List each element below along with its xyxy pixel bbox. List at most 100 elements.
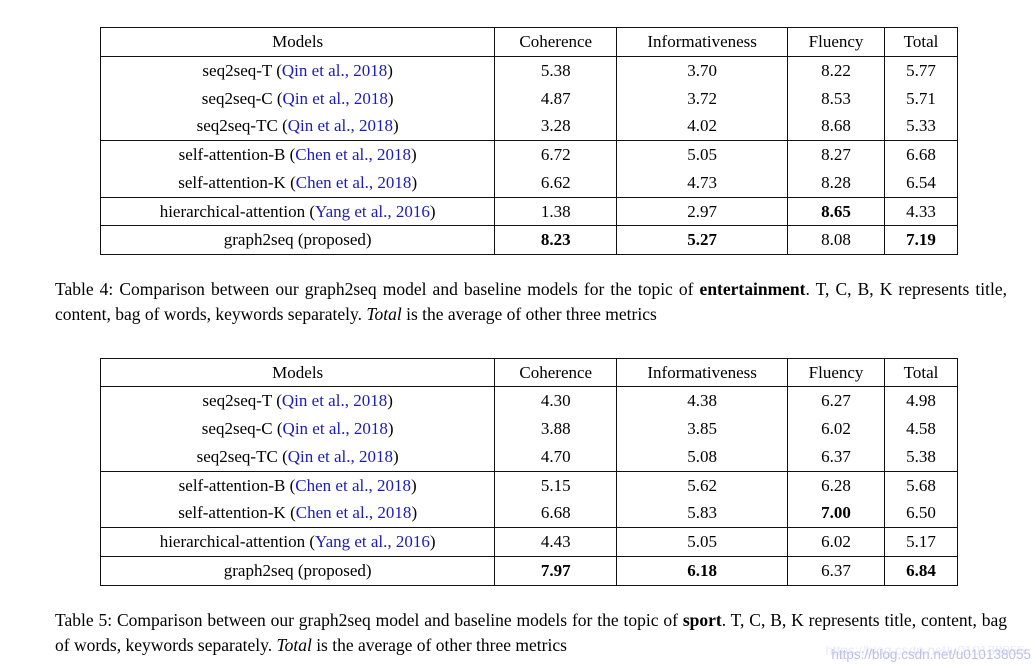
- model-name: self-attention-K: [178, 172, 286, 192]
- metric-value-cell: 7.00: [787, 499, 885, 529]
- metric-value-cell: 6.68: [884, 140, 958, 169]
- metric-value-cell: 8.28: [787, 168, 885, 198]
- metric-value-cell: 5.38: [884, 442, 958, 472]
- model-name: seq2seq-T: [202, 60, 272, 80]
- table-body: seq2seq-T (Qin et al., 2018) 4.30 4.38 6.27…: [100, 386, 958, 586]
- metric-value-cell: 5.05: [616, 140, 788, 169]
- model-name-cell: self-attention-K (Chen et al., 2018): [100, 499, 495, 529]
- citation-link[interactable]: Qin et al., 2018: [287, 446, 394, 466]
- metric-value-cell: 4.33: [884, 197, 958, 227]
- column-header-coherence: Coherence: [494, 358, 617, 388]
- model-name: seq2seq-C: [201, 88, 273, 108]
- metric-value-cell: 5.15: [494, 471, 617, 500]
- metric-value-cell: 4.58: [884, 415, 958, 443]
- citation-link[interactable]: Qin et al., 2018: [281, 391, 388, 411]
- metric-value-cell: 6.02: [787, 415, 885, 443]
- metric-value-cell: 7.97: [494, 556, 617, 586]
- metric-value-cell: 3.28: [494, 112, 617, 142]
- metric-value-cell: 5.08: [616, 442, 788, 472]
- citation-link[interactable]: Qin et al., 2018: [282, 419, 388, 439]
- caption-text: . T, C, B, K represents title, content, …: [55, 609, 1007, 655]
- metric-value-cell: 6.50: [884, 499, 958, 529]
- metric-value-cell: 3.70: [616, 56, 788, 85]
- citation-link[interactable]: Yang et al., 2016: [315, 201, 430, 221]
- metric-value-cell: 8.27: [787, 140, 885, 169]
- table-row: hierarchical-attention (Yang et al., 201…: [100, 527, 958, 557]
- metric-value-cell: 3.72: [616, 84, 788, 113]
- table-row: seq2seq-T (Qin et al., 2018) 4.30 4.38 6.27…: [101, 386, 958, 416]
- caption-text: is the average of other three metrics: [401, 303, 657, 324]
- table-row: seq2seq-T (Qin et al., 2018) 5.38 3.70 8.22…: [101, 56, 958, 85]
- metric-value-cell: 6.54: [884, 168, 958, 198]
- metric-value-cell: 5.83: [616, 499, 788, 529]
- table-row: self-attention-K (Chen et al., 2018) 6.68…: [100, 499, 958, 529]
- caption-text: Table 5: Comparison between our graph2se…: [55, 609, 683, 630]
- column-header-informativeness: Informativeness: [616, 27, 788, 57]
- caption-text: . T, C, B, K represents title, content, …: [55, 279, 1007, 324]
- model-name-cell: seq2seq-C (Qin et al., 2018): [201, 419, 394, 439]
- metric-value-cell: 5.62: [616, 471, 788, 500]
- model-name-cell: hierarchical-attention (Yang et al., 201…: [100, 527, 495, 557]
- table-body: seq2seq-T (Qin et al., 2018) 5.38 3.70 8.22…: [100, 56, 958, 255]
- citation-link[interactable]: Chen et al., 2018: [295, 503, 412, 523]
- table-row: seq2seq-TC (Qin et al., 2018) 4.70 5.08 6.3…: [100, 442, 958, 472]
- table-row: graph2seq (proposed) 7.97 6.18 6.37 6.84: [101, 556, 958, 586]
- metric-value-cell: 6.62: [494, 168, 617, 198]
- citation-link[interactable]: Qin et al., 2018: [282, 88, 388, 108]
- citation-link[interactable]: Qin et al., 2018: [281, 60, 388, 80]
- metric-value-cell: 4.98: [884, 386, 958, 416]
- model-name-cell: seq2seq-C (Qin et al., 2018): [201, 88, 394, 108]
- column-header-coherence: Coherence: [494, 27, 617, 57]
- metric-value-cell: 6.28: [787, 471, 885, 500]
- metric-value-cell: 4.38: [616, 386, 788, 416]
- metric-value-cell: 4.87: [494, 84, 617, 113]
- metric-value-cell: 8.53: [787, 84, 885, 113]
- metric-value-cell: 6.27: [787, 386, 885, 416]
- model-name-cell: seq2seq-T (Qin et al., 2018): [202, 60, 393, 80]
- model-name-cell: self-attention-B (Chen et al., 2018): [178, 475, 417, 495]
- model-name-cell: graph2seq (proposed): [101, 556, 495, 585]
- table-header-row: Models Coherence Informativeness Fluency…: [100, 27, 958, 57]
- model-name-cell: seq2seq-TC (Qin et al., 2018): [100, 442, 495, 472]
- metric-value-cell: 6.84: [884, 556, 958, 586]
- citation-link[interactable]: Chen et al., 2018: [295, 475, 411, 495]
- citation-link[interactable]: Chen et al., 2018: [295, 172, 412, 192]
- table-row: self-attention-B (Chen et al., 2018) 6.72…: [101, 140, 958, 169]
- caption-topic-bold: sport: [682, 609, 722, 630]
- column-header-fluency: Fluency: [787, 27, 885, 57]
- table-header-row: Models Coherence Informativeness Fluency…: [100, 358, 958, 388]
- model-name-cell: seq2seq-T (Qin et al., 2018): [202, 391, 393, 411]
- metric-value-cell: 4.02: [616, 112, 788, 142]
- citation-link[interactable]: Yang et al., 2016: [315, 532, 430, 552]
- table-row: graph2seq (proposed) 8.23 5.27 8.08 7.19: [101, 225, 958, 255]
- metric-value-cell: 6.18: [616, 556, 788, 586]
- table-caption-entertainment: Table 4: Comparison between our graph2se…: [55, 277, 1007, 327]
- metric-value-cell: 6.37: [787, 442, 885, 472]
- model-name: graph2seq (proposed): [223, 560, 372, 580]
- metric-value-cell: 8.22: [787, 56, 885, 85]
- metric-value-cell: 1.38: [494, 197, 617, 227]
- citation-link[interactable]: Qin et al., 2018: [287, 116, 394, 136]
- column-header-informativeness: Informativeness: [616, 358, 788, 388]
- metric-value-cell: 3.85: [616, 415, 788, 443]
- model-name: seq2seq-C: [201, 419, 273, 439]
- model-name: graph2seq (proposed): [223, 230, 372, 250]
- metric-value-cell: 5.71: [884, 84, 958, 113]
- metric-value-cell: 3.88: [494, 415, 617, 443]
- model-name: self-attention-B: [178, 475, 286, 495]
- metric-value-cell: 5.77: [884, 56, 958, 85]
- model-name-cell: seq2seq-TC (Qin et al., 2018): [100, 112, 495, 142]
- column-header-models: Models: [100, 27, 495, 57]
- citation-link[interactable]: Chen et al., 2018: [295, 145, 411, 164]
- model-name: self-attention-K: [178, 503, 286, 523]
- column-header-total: Total: [884, 27, 958, 57]
- model-name: hierarchical-attention: [159, 532, 306, 552]
- caption-text: is the average of other three metrics: [311, 634, 567, 655]
- metric-value-cell: 5.05: [616, 527, 788, 557]
- model-name-cell: self-attention-B (Chen et al., 2018): [178, 145, 417, 164]
- model-name: self-attention-B: [178, 145, 286, 164]
- metric-value-cell: 5.27: [616, 225, 788, 255]
- results-table-sport: Models Coherence Informativeness Fluency…: [100, 357, 958, 586]
- metric-value-cell: 6.72: [494, 140, 617, 169]
